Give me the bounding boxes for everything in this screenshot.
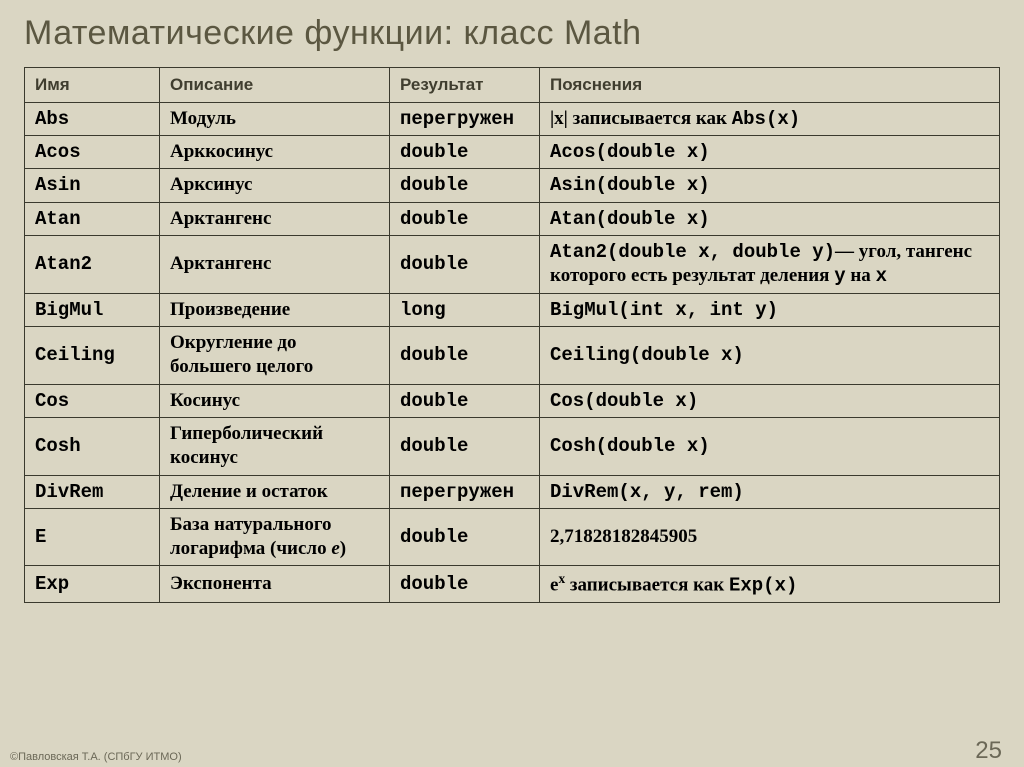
cell-desc: Арксинус — [160, 169, 390, 202]
cell-desc: Косинус — [160, 384, 390, 417]
cell-name: Ceiling — [25, 326, 160, 384]
cell-desc: Арктангенс — [160, 202, 390, 235]
table-row: AbsМодульперегружен|x| записывается как … — [25, 102, 1000, 135]
cell-name: Cos — [25, 384, 160, 417]
cell-name: Abs — [25, 102, 160, 135]
table-row: CosКосинусdoubleCos(double x) — [25, 384, 1000, 417]
table-row: BigMulПроизведениеlongBigMul(int x, int … — [25, 293, 1000, 326]
cell-explain: Acos(double x) — [540, 136, 1000, 169]
cell-result: double — [390, 417, 540, 475]
cell-name: Exp — [25, 566, 160, 603]
cell-explain: BigMul(int x, int y) — [540, 293, 1000, 326]
cell-result: double — [390, 236, 540, 294]
cell-name: E — [25, 508, 160, 566]
cell-result: double — [390, 169, 540, 202]
cell-result: double — [390, 202, 540, 235]
table-row: EБаза натурального логарифма (число e)do… — [25, 508, 1000, 566]
cell-result: перегружен — [390, 102, 540, 135]
cell-desc: Округление до большего целого — [160, 326, 390, 384]
cell-result: double — [390, 136, 540, 169]
table-row: AsinАрксинусdoubleAsin(double x) — [25, 169, 1000, 202]
cell-explain: Cosh(double x) — [540, 417, 1000, 475]
cell-result: double — [390, 566, 540, 603]
table-row: AcosАрккосинусdoubleAcos(double x) — [25, 136, 1000, 169]
cell-explain: Atan(double x) — [540, 202, 1000, 235]
cell-desc: Арктангенс — [160, 236, 390, 294]
cell-result: double — [390, 508, 540, 566]
table-row: AtanАрктангенсdoubleAtan(double x) — [25, 202, 1000, 235]
col-header-desc: Описание — [160, 68, 390, 103]
col-header-result: Результат — [390, 68, 540, 103]
col-header-explain: Пояснения — [540, 68, 1000, 103]
cell-explain: ex записывается как Exp(x) — [540, 566, 1000, 603]
cell-name: DivRem — [25, 475, 160, 508]
cell-result: long — [390, 293, 540, 326]
cell-desc: Арккосинус — [160, 136, 390, 169]
cell-desc: Экспонента — [160, 566, 390, 603]
cell-explain: DivRem(x, y, rem) — [540, 475, 1000, 508]
cell-explain: Cos(double x) — [540, 384, 1000, 417]
cell-name: Asin — [25, 169, 160, 202]
cell-desc: Модуль — [160, 102, 390, 135]
cell-name: BigMul — [25, 293, 160, 326]
table-row: Atan2АрктангенсdoubleAtan2(double x, dou… — [25, 236, 1000, 294]
cell-desc: Деление и остаток — [160, 475, 390, 508]
cell-explain: 2,71828182845905 — [540, 508, 1000, 566]
cell-result: double — [390, 384, 540, 417]
table-row: CeilingОкругление до большего целогоdoub… — [25, 326, 1000, 384]
page-number: 25 — [975, 737, 1002, 765]
table-row: ExpЭкспонентаdoubleex записывается как E… — [25, 566, 1000, 603]
cell-explain: Ceiling(double x) — [540, 326, 1000, 384]
footer-copyright: ©Павловская Т.А. (СПбГУ ИТМО) — [10, 751, 182, 763]
page-title: Математические функции: класс Math — [24, 14, 1000, 53]
cell-explain: |x| записывается как Abs(x) — [540, 102, 1000, 135]
table-row: CoshГиперболический косинусdoubleCosh(do… — [25, 417, 1000, 475]
cell-desc: Гиперболический косинус — [160, 417, 390, 475]
col-header-name: Имя — [25, 68, 160, 103]
cell-desc: База натурального логарифма (число e) — [160, 508, 390, 566]
cell-name: Cosh — [25, 417, 160, 475]
cell-explain: Atan2(double x, double y)— угол, тангенс… — [540, 236, 1000, 294]
table-header-row: Имя Описание Результат Пояснения — [25, 68, 1000, 103]
table-row: DivRemДеление и остатокперегруженDivRem(… — [25, 475, 1000, 508]
cell-desc: Произведение — [160, 293, 390, 326]
cell-name: Atan2 — [25, 236, 160, 294]
cell-explain: Asin(double x) — [540, 169, 1000, 202]
cell-result: перегружен — [390, 475, 540, 508]
cell-result: double — [390, 326, 540, 384]
cell-name: Acos — [25, 136, 160, 169]
math-functions-table: Имя Описание Результат Пояснения AbsМоду… — [24, 67, 1000, 603]
cell-name: Atan — [25, 202, 160, 235]
